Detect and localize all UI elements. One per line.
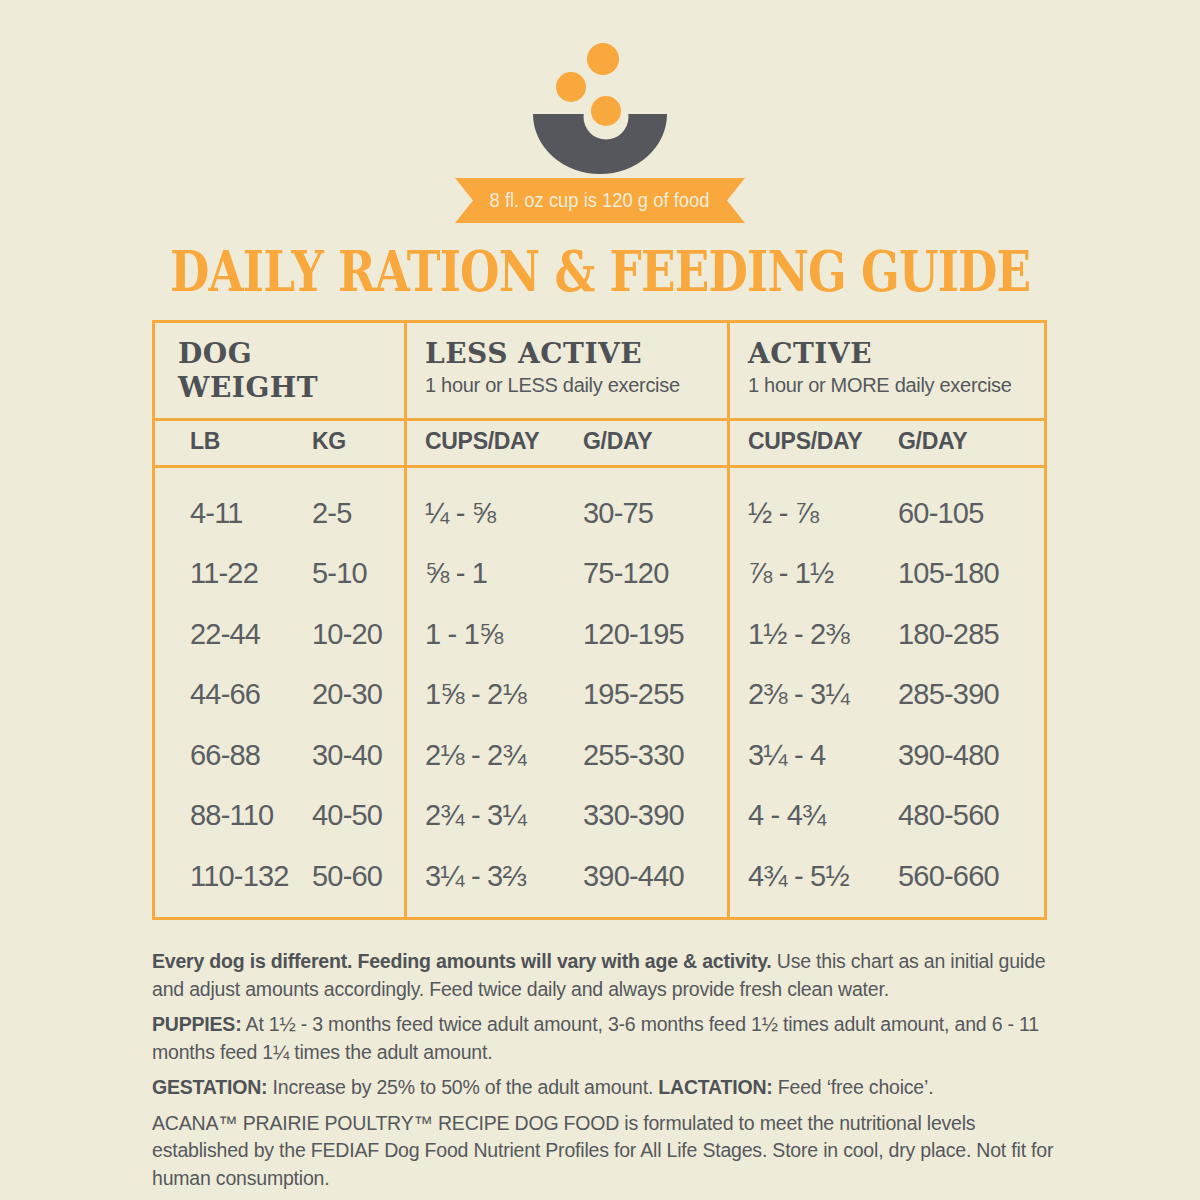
table-cell: 2-5 — [312, 497, 425, 530]
feeding-guide-page: 8 fl. oz cup is 120 g of food DAILY RATI… — [0, 0, 1200, 1200]
col-header-g-less-active: G/DAY — [583, 428, 748, 455]
bowl-icon — [520, 38, 680, 180]
col-header-kg: KG — [312, 428, 425, 455]
table-cell: ¼ - ⅝ — [425, 497, 583, 530]
table-cell: 3¼ - 4 — [748, 739, 898, 772]
table-cell: 30-75 — [583, 497, 748, 530]
table-cell: 560-660 — [898, 860, 1044, 893]
table-cell: 88-110 — [190, 799, 312, 832]
ribbon-label: 8 fl. oz cup is 120 g of food — [490, 189, 710, 212]
table-cell: 330-390 — [583, 799, 748, 832]
table-cell: 1½ - 2⅜ — [748, 618, 898, 651]
table-cell: 40-50 — [312, 799, 425, 832]
table-body: 4-112-5¼ - ⅝30-75½ - ⅞60-105 11-225-10⅝ … — [155, 465, 1044, 917]
table-cell: 2⅜ - 3¼ — [748, 678, 898, 711]
footnotes: Every dog is different. Feeding amounts … — [152, 948, 1054, 1200]
note-formulation: ACANA™ PRAIRIE POULTRY™ RECIPE DOG FOOD … — [152, 1110, 1054, 1193]
group-active: ACTIVE 1 hour or MORE daily exercise — [727, 323, 1044, 418]
group-less-active: LESS ACTIVE 1 hour or LESS daily exercis… — [404, 323, 727, 418]
group-dog-weight: DOG WEIGHT — [155, 323, 404, 418]
note-puppies: PUPPIES: At 1½ - 3 months feed twice adu… — [152, 1011, 1054, 1066]
table-column-header-row: LB KG CUPS/DAY G/DAY CUPS/DAY G/DAY — [155, 418, 1044, 465]
table-cell: 22-44 — [190, 618, 312, 651]
col-header-g-active: G/DAY — [898, 428, 1044, 455]
kibble-icon — [587, 43, 619, 75]
table-cell: 105-180 — [898, 557, 1044, 590]
feeding-table: DOG WEIGHT LESS ACTIVE 1 hour or LESS da… — [152, 320, 1047, 920]
table-cell: 4-11 — [190, 497, 312, 530]
table-cell: 180-285 — [898, 618, 1044, 651]
table-group-header-row: DOG WEIGHT LESS ACTIVE 1 hour or LESS da… — [155, 323, 1044, 418]
table-cell: 10-20 — [312, 618, 425, 651]
table-cell: 50-60 — [312, 860, 425, 893]
note-gestation-lactation: GESTATION: Increase by 25% to 50% of the… — [152, 1074, 1054, 1102]
table-cell: 390-440 — [583, 860, 748, 893]
table-cell: 20-30 — [312, 678, 425, 711]
table-cell: 285-390 — [898, 678, 1044, 711]
table-cell: 2⅛ - 2¾ — [425, 739, 583, 772]
table-cell: 120-195 — [583, 618, 748, 651]
table-row: 4-112-5¼ - ⅝30-75½ - ⅞60-105 — [155, 483, 1044, 544]
measure-ribbon-banner: 8 fl. oz cup is 120 g of food — [455, 178, 745, 223]
table-row: 11-225-10⅝ - 175-120⅞ - 1½105-180 — [155, 544, 1044, 605]
table-row: 88-11040-502¾ - 3¼330-3904 - 4¾480-560 — [155, 786, 1044, 847]
bowl-with-kibble-icon — [520, 38, 680, 180]
table-cell: 11-22 — [190, 557, 312, 590]
table-cell: ⅞ - 1½ — [748, 557, 898, 590]
table-cell: 3¼ - 3⅔ — [425, 860, 583, 893]
table-cell: 66-88 — [190, 739, 312, 772]
table-cell: ⅝ - 1 — [425, 557, 583, 590]
table-row: 66-8830-402⅛ - 2¾255-3303¼ - 4390-480 — [155, 725, 1044, 786]
table-cell: 75-120 — [583, 557, 748, 590]
page-title: DAILY RATION & FEEDING GUIDE — [0, 238, 1200, 304]
table-cell: 480-560 — [898, 799, 1044, 832]
table-cell: 30-40 — [312, 739, 425, 772]
table-cell: 255-330 — [583, 739, 748, 772]
table-cell: 195-255 — [583, 678, 748, 711]
col-header-lb: LB — [190, 428, 312, 455]
col-header-cups-active: CUPS/DAY — [748, 428, 898, 455]
note-general: Every dog is different. Feeding amounts … — [152, 948, 1054, 1003]
kibble-icon — [591, 96, 621, 126]
table-cell: 1 - 1⅝ — [425, 618, 583, 651]
table-cell: 390-480 — [898, 739, 1044, 772]
table-row: 44-6620-301⅝ - 2⅛195-2552⅜ - 3¼285-390 — [155, 665, 1044, 726]
table-cell: 60-105 — [898, 497, 1044, 530]
table-cell: 4¾ - 5½ — [748, 860, 898, 893]
kibble-icon — [556, 72, 586, 102]
table-cell: 110-132 — [190, 860, 312, 893]
table-cell: 2¾ - 3¼ — [425, 799, 583, 832]
table-cell: 5-10 — [312, 557, 425, 590]
table-cell: 4 - 4¾ — [748, 799, 898, 832]
table-cell: 1⅝ - 2⅛ — [425, 678, 583, 711]
col-header-cups-less-active: CUPS/DAY — [425, 428, 583, 455]
table-row: 110-13250-603¼ - 3⅔390-4404¾ - 5½560-660 — [155, 846, 1044, 907]
table-cell: 44-66 — [190, 678, 312, 711]
table-cell: ½ - ⅞ — [748, 497, 898, 530]
table-row: 22-4410-201 - 1⅝120-1951½ - 2⅜180-285 — [155, 604, 1044, 665]
